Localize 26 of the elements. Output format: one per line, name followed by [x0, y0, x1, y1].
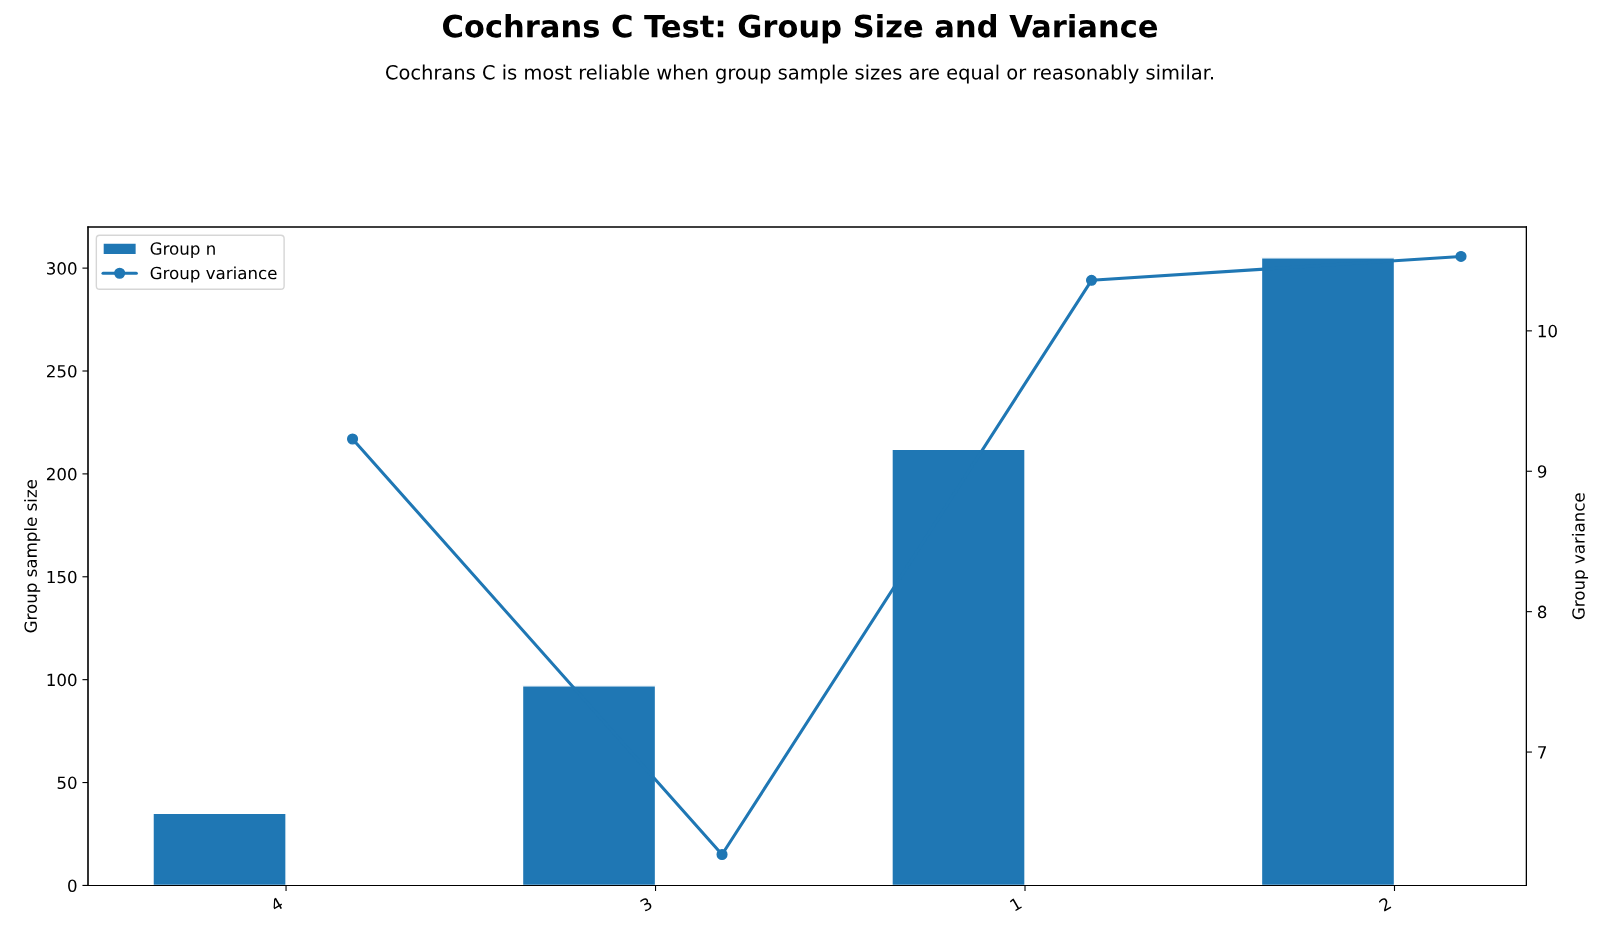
point [716, 848, 728, 861]
x-tick-label: 1 [1009, 897, 1022, 912]
y-tick-label: 100 [47, 673, 77, 687]
y2-tick-label: 8 [1537, 605, 1547, 619]
point [1455, 250, 1467, 263]
y-tick-label: 200 [46, 467, 77, 481]
legend-label: Group n [150, 242, 215, 259]
y2-axis-title: Group variance [1571, 493, 1589, 620]
point [1085, 274, 1098, 286]
y2-tick-label: 10 [1538, 324, 1557, 338]
x-tick-label: 2 [1378, 896, 1392, 912]
y-tick-label: 50 [57, 776, 77, 790]
y-tick-label: 0 [68, 879, 77, 892]
x-tick-label: 3 [639, 896, 653, 912]
legend-label: Group variance [150, 266, 277, 283]
y2-tick-label: 9 [1537, 465, 1547, 478]
y-axis-title: Group sample size [24, 479, 41, 633]
y-tick-label: 150 [47, 570, 77, 584]
y-tick-label: 250 [46, 364, 77, 378]
chart-title: Cochrans C Test: Group Size and Variance [443, 14, 1158, 44]
y-tick-label: 300 [47, 262, 77, 275]
x-tick-label: 4 [269, 896, 284, 912]
point [346, 433, 359, 445]
y2-tick-label: 7 [1538, 746, 1546, 759]
chart-subtitle: Cochrans C is most reliable when group sample sizes are equal or reasonably similar. [386, 64, 1213, 84]
bar [152, 812, 287, 886]
